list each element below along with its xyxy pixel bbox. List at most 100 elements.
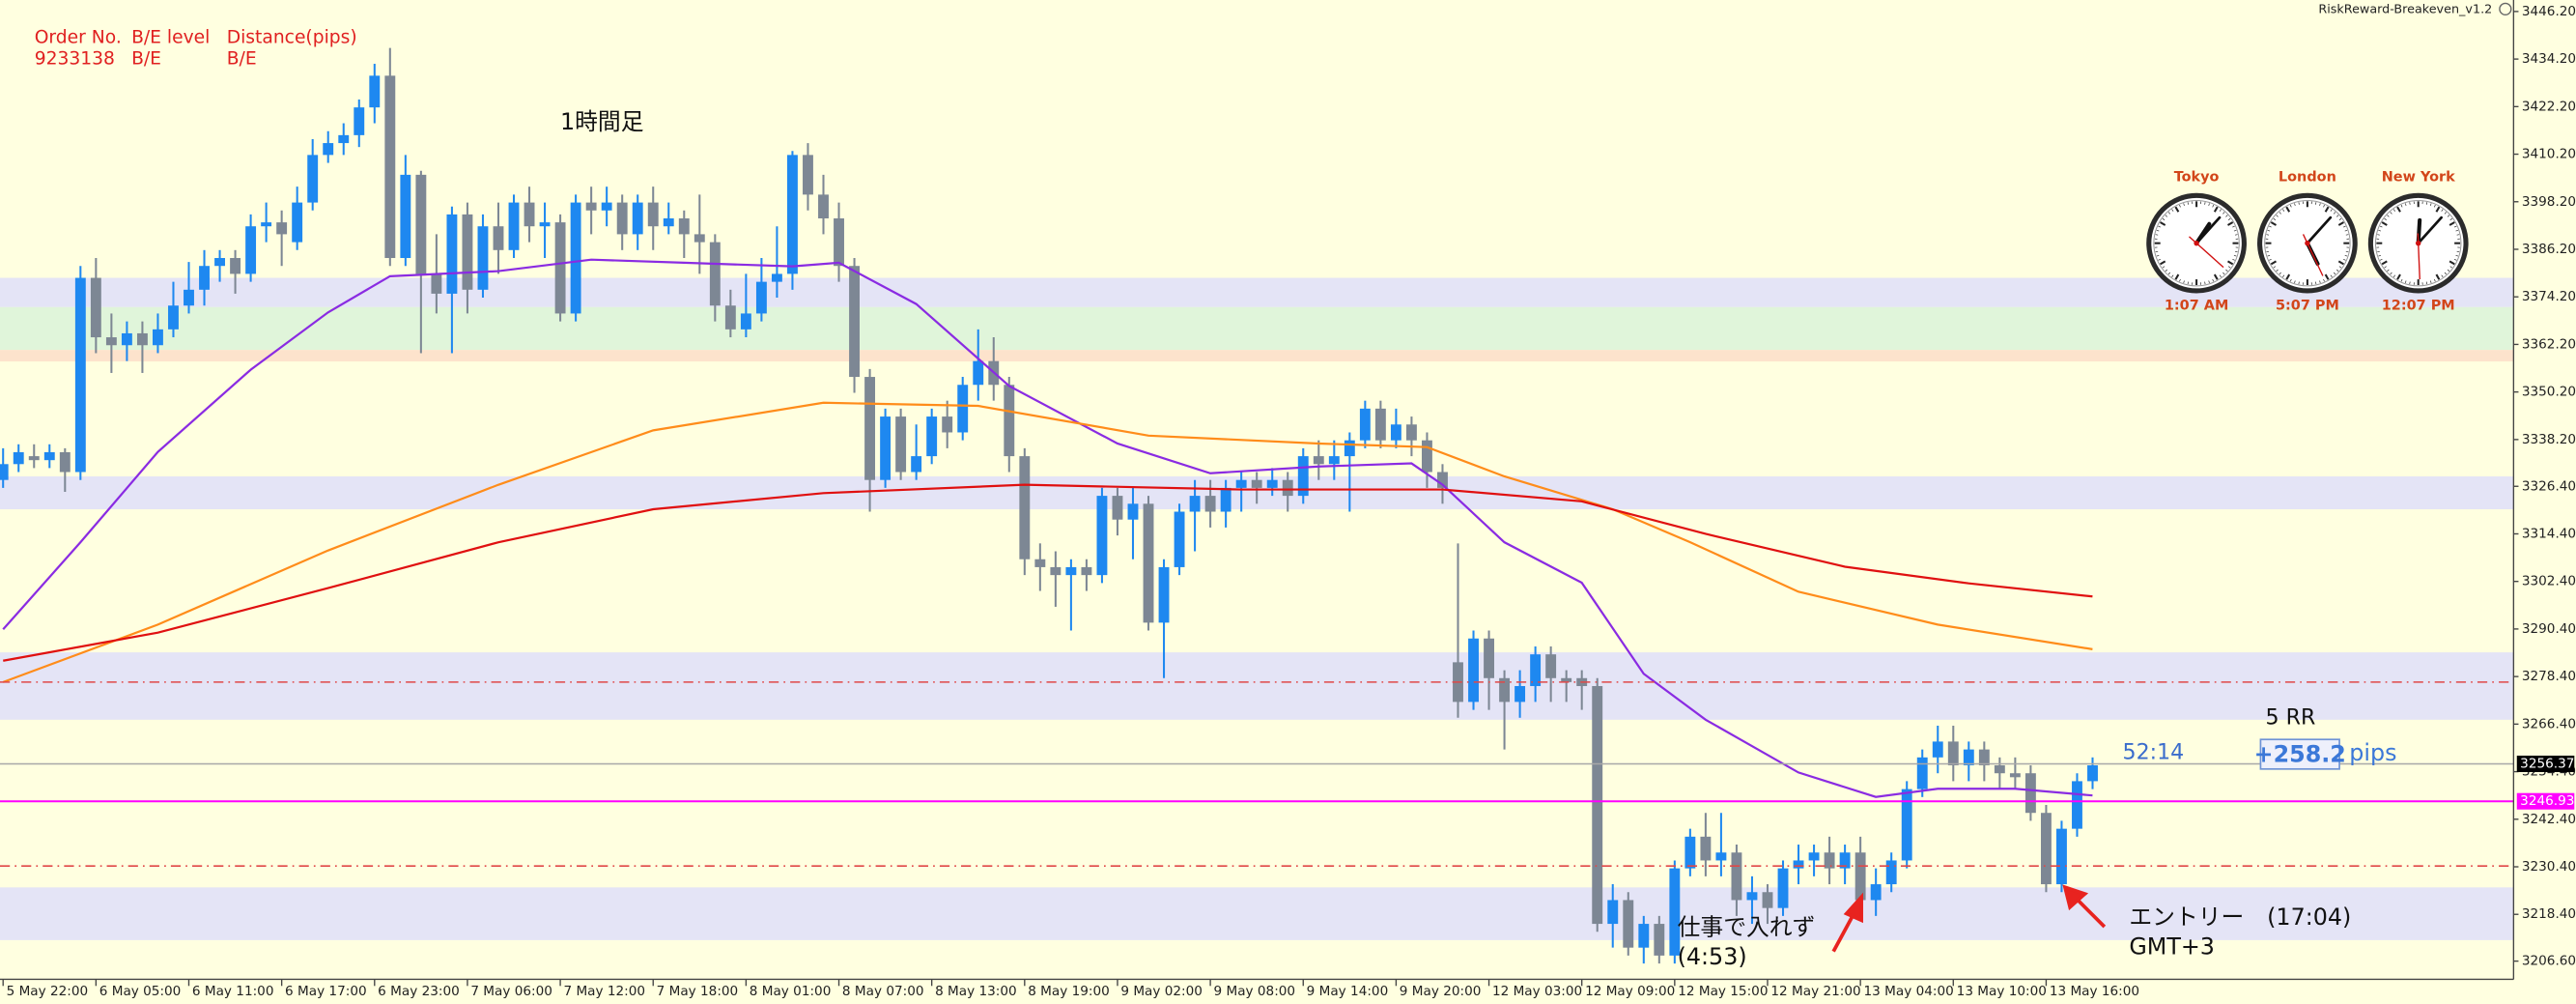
clock-tick [2345,234,2349,236]
clock-tick [2174,206,2180,213]
candle-body [493,226,504,250]
clock-tick [2381,221,2388,226]
y-tick-label: 3410.20 [2522,147,2576,162]
clock-tick [2392,274,2395,277]
clock-tick [2270,260,2278,266]
indicator-icon[interactable] [2499,2,2512,15]
clock-tick [2449,221,2455,226]
clock-rim [2153,199,2240,287]
clock-tick [2225,215,2228,217]
order-cell: B/E [227,49,257,70]
candle-body [911,456,922,473]
clock-tick [2204,281,2206,285]
clock-tick [2400,278,2403,282]
clock-tick [2183,280,2185,284]
clock-tick [2384,217,2387,220]
clock-tick [2333,272,2336,275]
candle-body [1932,741,1943,758]
clock-tick [2378,254,2381,257]
x-tick-label: 12 May 21:00 [1770,984,1860,999]
clock-time: 5:07 PM [2276,298,2339,313]
x-tick-label: 12 May 09:00 [1585,984,1675,999]
clock-tick [2276,269,2279,272]
clock-tick [2315,281,2317,285]
candle-body [431,273,442,294]
clock-tick [2435,273,2441,280]
clock-tick [2378,229,2381,232]
x-tick-label: 6 May 23:00 [378,984,460,999]
candle-body [1746,892,1758,901]
pips-value: +258.2 [2254,741,2346,768]
clock-tick [2289,278,2292,282]
candle-body [1793,860,1804,869]
candle-body [616,202,628,235]
clock-city: Tokyo [2174,170,2220,186]
clock-tick [2266,250,2270,253]
clock-tick [2279,212,2281,215]
clock-tick [2387,269,2390,272]
candle-body [2009,773,2021,778]
clock-tick [2294,203,2296,206]
levels [0,681,2514,867]
clock-tick [2343,258,2346,261]
x-tick-label: 13 May 16:00 [2050,984,2139,999]
candle-body [585,202,597,211]
candle-body [1112,496,1123,520]
candle-body [28,456,40,461]
clock-tick [2179,204,2181,208]
clock-tick [2219,209,2222,212]
clock-tick [2222,272,2225,275]
clock-rim [2264,199,2351,287]
clock-tick [2162,217,2166,220]
candle-body [2040,813,2052,885]
clock-tick [2234,250,2238,253]
clock-tick [2187,202,2189,205]
moving-average [3,483,2093,662]
clock-tick [2171,274,2174,277]
candle-body [1050,566,1062,576]
candles [0,47,2098,964]
order-header: Order No. [35,28,122,48]
clock-tick [2273,217,2277,220]
clock-minute-hand [2306,215,2333,245]
zone [0,277,2514,307]
zone [0,350,2514,362]
candle-body [880,416,892,480]
candle-body [709,242,721,306]
candle-body [1731,852,1742,901]
y-tick-label: 3398.20 [2522,194,2576,210]
clock-tick [2381,260,2388,266]
clock-tick [2222,212,2225,215]
candle-body [477,226,489,290]
candle-body [1468,638,1479,703]
candle-body [415,174,427,274]
y-tick-label: 3386.20 [2522,242,2576,257]
candle-body [1405,424,1417,441]
clock-tick [2273,266,2277,269]
clock-tick [2434,204,2436,208]
clock-tick [2435,206,2441,213]
clock-time: 1:07 AM [2165,298,2228,313]
x-tick-label: 13 May 04:00 [1864,984,1954,999]
clock-tick [2441,209,2444,212]
candle-body [2087,765,2098,782]
clock-tick [2227,266,2231,269]
candle-body [13,451,24,465]
price-tag-label: 3246.93 [2520,793,2574,809]
y-tick-label: 3206.60 [2522,954,2576,969]
candle-body [1762,892,1773,908]
candle-body [694,234,705,243]
clock-tick [2338,266,2342,269]
candle-body [1839,852,1851,869]
clock-tick [2174,273,2180,280]
y-tick-label: 3278.40 [2522,669,2576,684]
clock-tick [2171,209,2174,212]
candle-body [942,416,953,433]
clock-tick [2444,272,2447,275]
clock-tick [2269,258,2272,261]
clock-tick [2233,229,2237,232]
candle-body [1623,900,1634,948]
